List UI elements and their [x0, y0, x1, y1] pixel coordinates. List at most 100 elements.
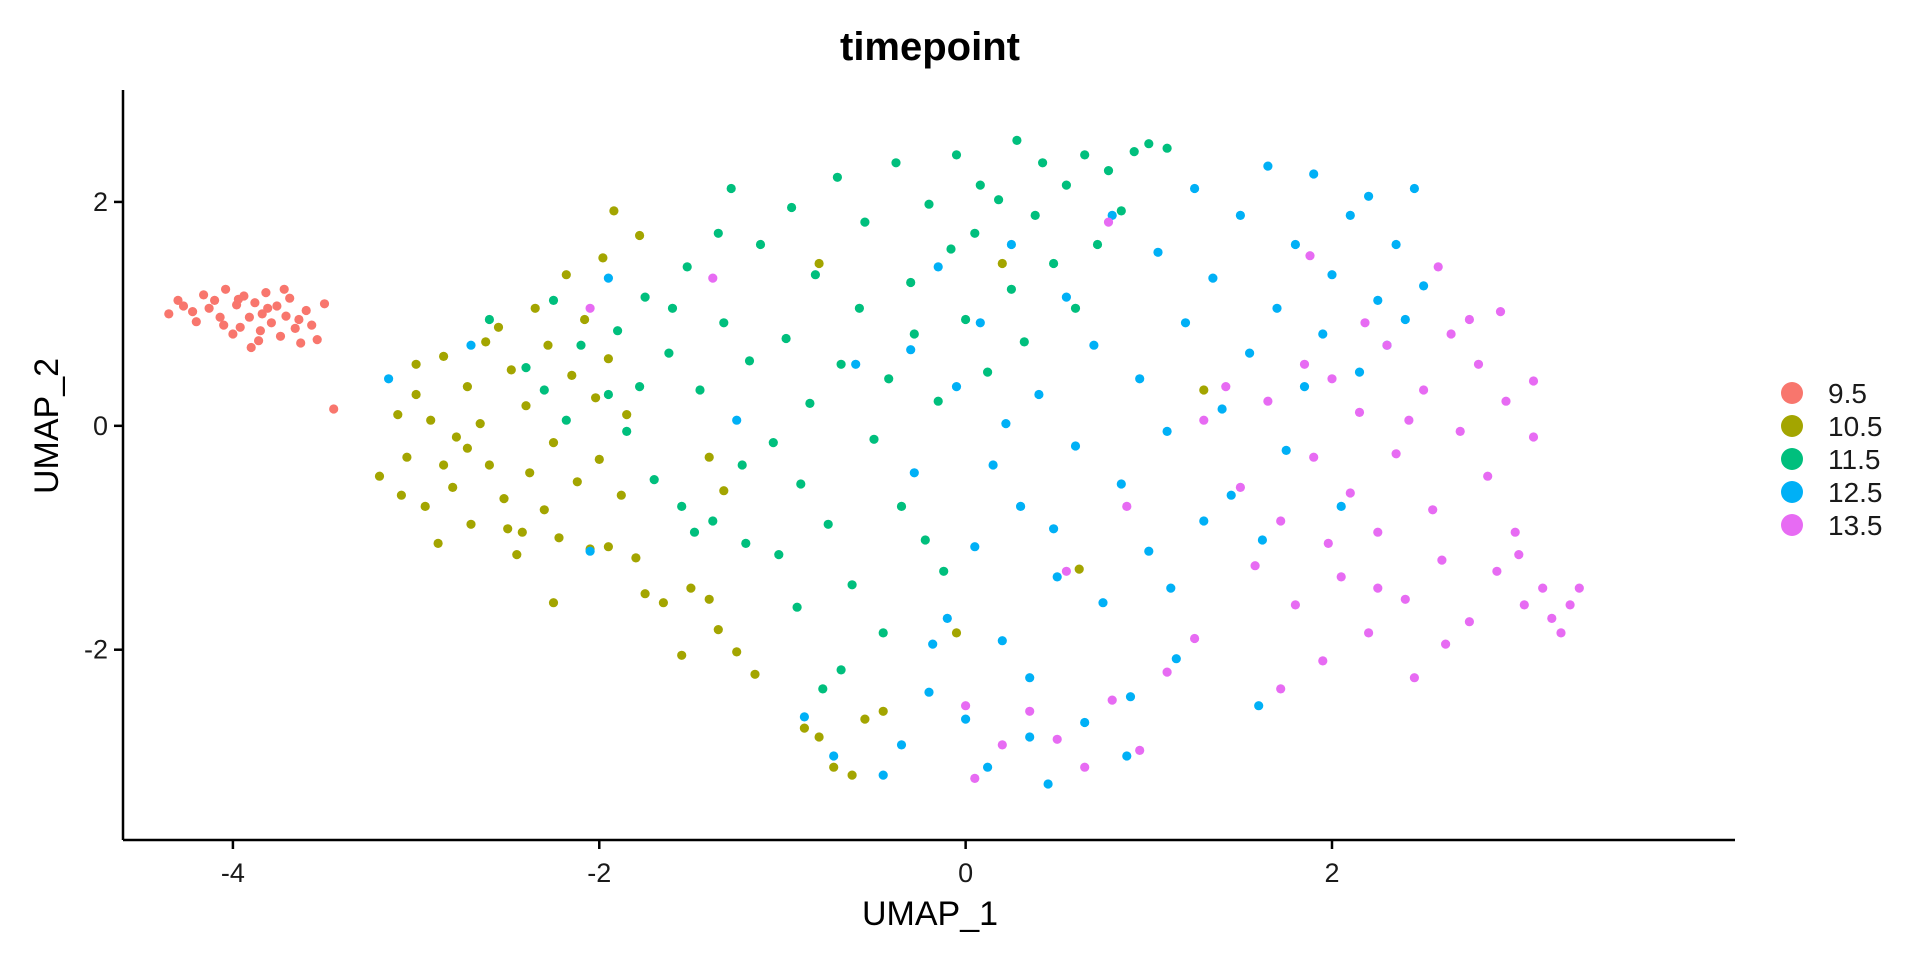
data-point — [393, 410, 403, 420]
data-point — [1501, 396, 1511, 406]
data-point — [906, 277, 916, 288]
data-point — [591, 393, 601, 403]
data-point — [1061, 292, 1071, 302]
axes: -4 -2 0 2 -2 0 2 — [84, 90, 1735, 888]
data-point — [829, 751, 839, 761]
data-point — [233, 294, 243, 304]
data-point — [909, 329, 919, 339]
data-point — [640, 292, 650, 302]
data-point — [1323, 538, 1333, 549]
data-point — [164, 309, 174, 319]
data-point — [1336, 501, 1346, 511]
data-point — [580, 314, 590, 325]
data-point — [1528, 432, 1539, 442]
data-point — [1125, 692, 1136, 702]
data-point — [737, 460, 747, 470]
data-point — [1129, 147, 1139, 157]
data-point — [920, 535, 930, 545]
data-point — [810, 270, 821, 280]
data-point — [726, 183, 736, 194]
data-point — [235, 322, 245, 332]
data-point — [860, 714, 870, 724]
data-point — [622, 410, 632, 420]
data-point — [290, 323, 300, 333]
data-point — [448, 482, 458, 492]
data-point — [1107, 695, 1117, 705]
data-point — [1446, 329, 1456, 339]
data-point — [1276, 516, 1286, 526]
data-point — [896, 740, 907, 750]
data-point — [1419, 281, 1429, 291]
data-point — [244, 312, 254, 322]
data-point — [548, 598, 559, 608]
data-point — [708, 516, 718, 526]
data-point — [649, 475, 659, 485]
data-point — [1318, 329, 1328, 339]
data-point — [988, 460, 998, 470]
data-point — [1519, 600, 1529, 610]
data-point — [1514, 550, 1524, 560]
data-point — [823, 519, 833, 529]
x-tick-label: 0 — [958, 858, 973, 888]
data-point — [1049, 258, 1059, 269]
legend-key — [1781, 481, 1803, 503]
data-point — [951, 150, 962, 160]
data-point — [1318, 656, 1328, 666]
data-point — [961, 701, 971, 711]
data-point — [307, 320, 317, 330]
legend-item: 11.5 — [1781, 444, 1880, 475]
data-point — [744, 356, 755, 366]
data-point — [250, 298, 260, 308]
y-ticks: -2 0 2 — [84, 187, 123, 665]
data-point — [199, 290, 209, 300]
data-point — [869, 434, 879, 444]
data-point — [836, 665, 846, 675]
x-tick-label: -4 — [221, 858, 245, 888]
data-point — [796, 479, 806, 489]
data-point — [878, 706, 888, 716]
data-point — [585, 303, 595, 313]
data-point — [781, 333, 791, 344]
data-point — [1038, 158, 1048, 168]
data-point — [622, 426, 632, 436]
data-point — [750, 669, 760, 679]
data-point — [1257, 535, 1267, 545]
data-point — [682, 262, 692, 272]
data-point — [970, 542, 980, 552]
data-point — [1281, 445, 1291, 455]
data-point — [942, 613, 952, 624]
x-tick-label: -2 — [587, 858, 611, 888]
data-point — [1305, 251, 1315, 261]
data-point — [426, 415, 436, 425]
data-point — [402, 452, 412, 462]
data-point — [768, 438, 778, 448]
data-point — [285, 293, 295, 303]
data-point — [1441, 639, 1451, 649]
data-point — [704, 594, 714, 604]
data-point — [1012, 135, 1022, 145]
data-point — [635, 382, 645, 392]
data-point — [493, 322, 504, 332]
data-point — [261, 288, 271, 298]
data-point — [1433, 262, 1443, 272]
data-point — [572, 477, 582, 487]
data-point — [1199, 516, 1209, 526]
data-point — [1276, 684, 1286, 694]
data-point — [178, 301, 189, 311]
data-point — [1080, 762, 1090, 772]
data-point — [294, 314, 304, 325]
data-point — [521, 363, 531, 373]
data-point — [884, 374, 894, 384]
data-point — [281, 311, 291, 321]
data-point — [204, 303, 214, 313]
data-point — [1199, 415, 1209, 425]
data-point — [484, 460, 494, 470]
data-point — [640, 589, 650, 599]
data-point — [997, 258, 1007, 269]
data-point — [1419, 385, 1429, 395]
chart-title: timepoint — [840, 25, 1020, 69]
data-point — [254, 336, 264, 346]
data-point — [561, 415, 571, 425]
data-point — [1034, 389, 1044, 400]
data-point — [1006, 284, 1017, 294]
